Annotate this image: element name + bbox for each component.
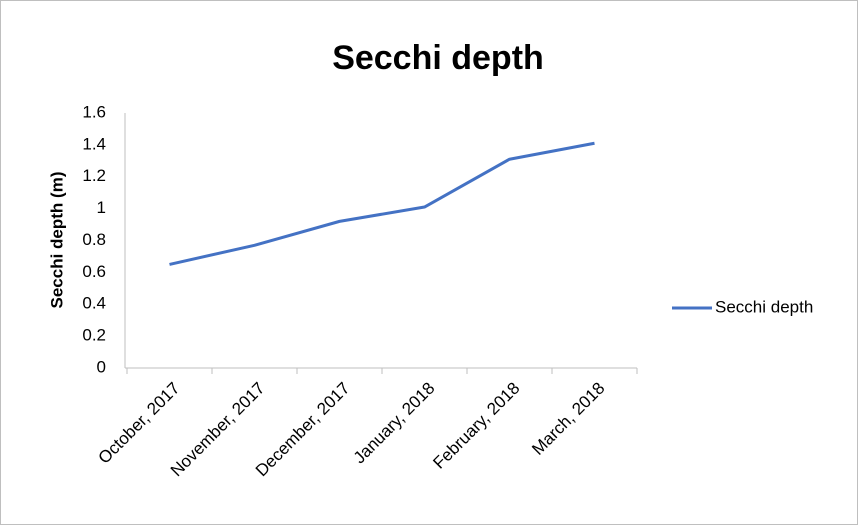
y-tick-label: 1 (97, 198, 106, 217)
y-tick-label: 1.4 (82, 134, 106, 153)
y-tick-label: 1.6 (82, 102, 106, 121)
y-tick-label: 0.4 (82, 294, 106, 313)
y-tick-label: 1.2 (82, 166, 106, 185)
y-tick-label: 0 (97, 357, 106, 376)
legend-label: Secchi depth (715, 297, 813, 316)
y-tick-label: 0.6 (82, 262, 106, 281)
chart-title: Secchi depth (332, 39, 544, 77)
data-line (169, 141, 595, 266)
y-tick-label: 0.8 (82, 230, 106, 249)
y-tick-label: 0.2 (82, 326, 106, 345)
y-axis-label: Secchi depth (m) (47, 172, 66, 309)
